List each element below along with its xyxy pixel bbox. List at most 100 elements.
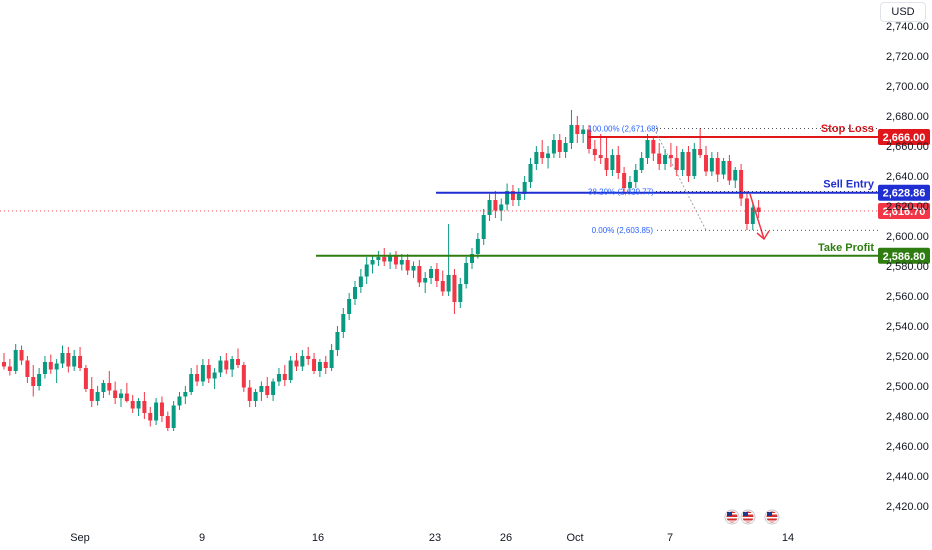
candle-body [124,393,129,401]
us-flag-event-icon[interactable] [740,509,756,525]
candle [282,365,287,386]
candle-body [516,194,521,200]
y-tick-label: 2,700.00 [886,81,929,93]
y-tick-label: 2,520.00 [886,351,929,363]
candle-body [522,182,527,194]
candle [130,395,135,413]
candle [95,386,100,406]
currency-label: USD [891,6,915,18]
us-flag-event-icon[interactable] [764,509,780,525]
candle [253,389,258,407]
y-tick-label: 2,460.00 [886,441,929,453]
candle-body [329,350,334,368]
candle [546,146,551,169]
candle-body [668,155,673,158]
candle [42,356,47,379]
candle-body [347,299,352,314]
currency-selector[interactable]: USD [880,2,926,22]
candle [645,134,650,164]
flag-stripe [726,517,738,519]
candle [505,183,510,211]
y-tick-label: 2,540.00 [886,321,929,333]
candle [113,381,118,404]
candle-body [89,389,94,401]
candle [353,281,357,305]
candle-body [154,402,159,421]
candle [54,359,59,383]
candle-body [142,401,147,413]
candle-body [224,360,229,370]
candle [750,203,755,230]
candle [481,209,486,245]
candle [276,368,281,386]
candle-body [19,350,24,361]
candle-body [212,372,217,379]
stop-loss-price-tag: 2,666.00 [878,129,930,145]
candle [212,368,217,389]
candle-body [42,362,47,374]
candle-body [452,275,457,302]
candle-body [598,155,603,158]
candle-body [674,158,679,170]
candle-body [177,396,182,406]
candle [522,176,527,200]
candle-body [382,257,387,262]
us-flag-event-icon[interactable] [724,509,740,525]
candle-body [470,254,474,263]
candle-body [2,362,6,367]
candle-body [25,360,30,377]
candle-body [440,281,445,292]
candle [224,353,229,374]
candle [756,200,761,218]
candle [598,134,603,164]
candle [622,167,627,194]
candle-body [493,200,498,211]
fib-level-label: 0.00% (2,603.85) [592,226,654,235]
candle-body [200,365,205,382]
candle-body [159,402,164,416]
candle [376,251,381,266]
candle-body [417,266,422,283]
candle [72,350,77,371]
candle-body [657,153,662,164]
y-tick-label: 2,680.00 [886,111,929,123]
candlestick-series [2,110,761,431]
candle [709,152,714,176]
candle [733,167,738,188]
candle [692,143,697,179]
time-axis[interactable]: Sep 9 16 23 26 Oct 7 14 [70,532,794,544]
price-axis[interactable]: 2,740.00 2,720.00 2,700.00 2,680.00 2,660.00… [886,21,929,513]
candle-body [13,350,18,371]
sell-entry-tag-bg [878,184,930,201]
candle [581,125,586,143]
candle [668,143,673,167]
candle-body [411,266,416,271]
candle-body [60,353,65,364]
current-price-value: 2,616.70 [883,206,926,218]
candle-body [247,387,252,401]
candle [142,392,147,419]
candle-body [487,200,492,215]
candle-body [335,332,340,350]
candle-body [663,155,668,164]
candle [704,146,708,176]
candle-body [306,356,311,359]
candle-body [288,360,293,380]
candle-body [756,207,761,212]
candle-body [651,140,656,154]
candle [37,368,42,391]
candle [25,356,30,383]
candle [364,257,369,284]
candle-body [253,392,258,401]
candle [236,348,240,368]
candle-body [130,401,135,409]
event-markers[interactable] [724,509,780,525]
candle-body [744,198,749,224]
price-levels: Stop Loss 2,666.00 Sell Entry 2,628.86 Take … [0,123,930,264]
candle-body [639,158,644,170]
candle [627,176,632,194]
candle [592,140,597,161]
candle [452,269,457,314]
candle-body [405,260,410,271]
